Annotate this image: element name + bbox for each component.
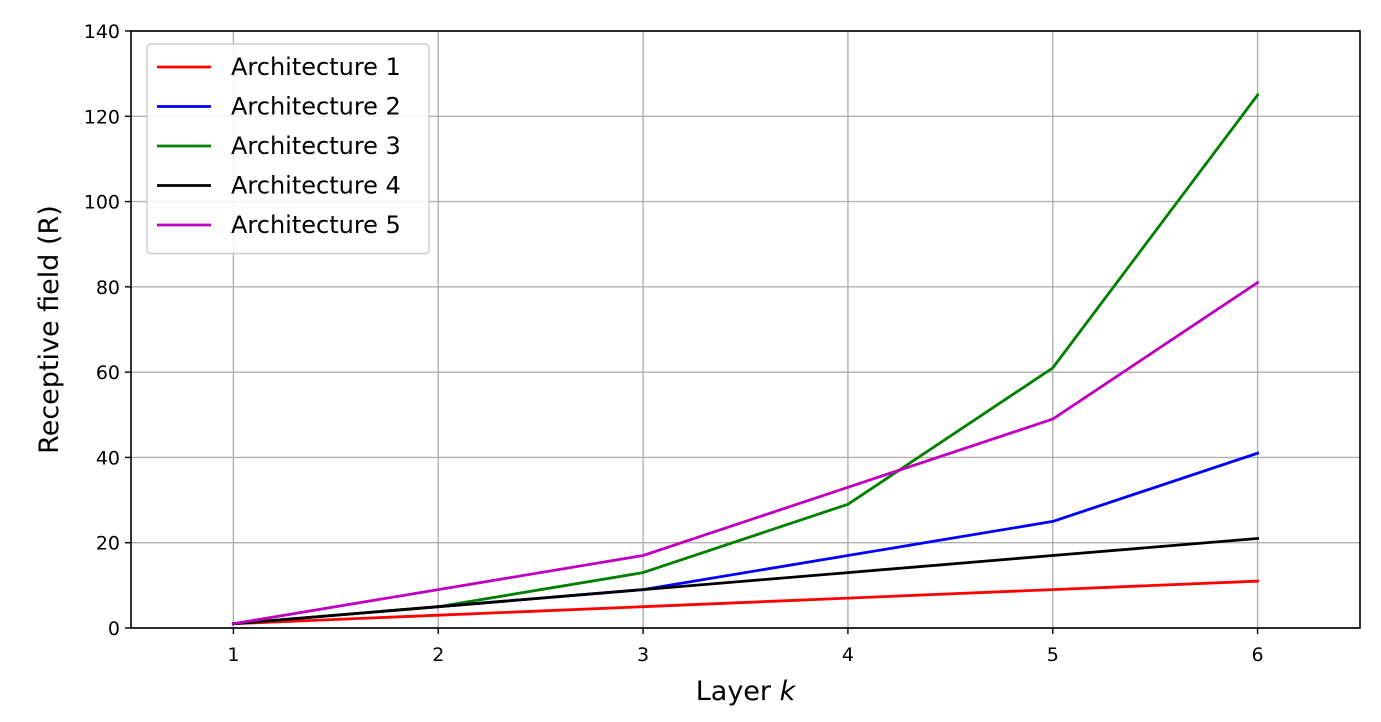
x-tick-label: 5 xyxy=(1047,644,1059,666)
legend-label-3: Architecture 3 xyxy=(231,132,401,160)
y-tick-label: 120 xyxy=(84,106,120,128)
series-line-1 xyxy=(231,579,1260,626)
plot-frame xyxy=(130,30,1361,629)
x-tick-label: 4 xyxy=(842,644,854,666)
series-line-5 xyxy=(231,280,1260,626)
x-axis-label-variable: k xyxy=(780,676,797,707)
x-tick-label: 2 xyxy=(432,644,444,666)
y-tick-label: 20 xyxy=(96,533,120,555)
y-tick-label: 40 xyxy=(96,447,120,469)
y-axis-label: Receptive field (R) xyxy=(34,205,65,454)
x-axis-label-space xyxy=(771,676,780,707)
x-axis-label-text: Layer xyxy=(696,676,772,707)
x-tick-label: 1 xyxy=(227,644,239,666)
x-tick-label: 3 xyxy=(637,644,649,666)
legend-label-2: Architecture 2 xyxy=(231,93,401,121)
x-axis-label: Layer k xyxy=(696,676,797,707)
y-tick-label: 140 xyxy=(84,21,120,43)
y-tick-label: 100 xyxy=(84,192,120,214)
series-line-4 xyxy=(231,536,1260,626)
y-tick-label: 80 xyxy=(96,277,120,299)
y-tick-label: 60 xyxy=(96,362,120,384)
series-lines xyxy=(231,93,1260,626)
legend-label-5: Architecture 5 xyxy=(231,211,401,239)
y-tick-label: 0 xyxy=(108,618,120,640)
legend-box xyxy=(146,43,430,255)
legend-label-1: Architecture 1 xyxy=(231,53,401,81)
legend-label-4: Architecture 4 xyxy=(231,172,401,200)
x-tick-label: 6 xyxy=(1252,644,1264,666)
legend: Architecture 1 Architecture 2 Architecture… xyxy=(146,43,430,255)
